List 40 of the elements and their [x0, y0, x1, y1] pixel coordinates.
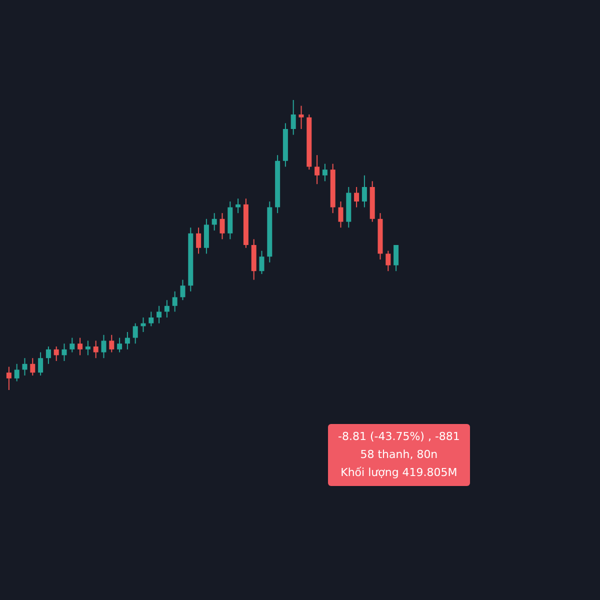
candlestick — [259, 250, 264, 274]
candlestick — [236, 198, 241, 214]
candlestick — [6, 366, 12, 390]
candlestick — [314, 154, 320, 185]
candlestick — [46, 346, 51, 364]
text: -8.81 (-43.75%) , -881 — [338, 429, 460, 445]
candlestick — [117, 337, 122, 353]
candlestick — [132, 322, 138, 344]
text: 58 thanh, 80n — [359, 447, 439, 463]
candlestick — [62, 343, 67, 362]
candlestick — [298, 105, 304, 130]
candlestick — [70, 337, 75, 353]
candlestick — [362, 174, 367, 208]
candlestick — [220, 212, 225, 240]
candlestick — [386, 250, 391, 272]
candlestick — [109, 334, 114, 353]
candlestick — [101, 334, 106, 359]
candlestick — [172, 290, 178, 312]
candlestick — [148, 311, 154, 327]
candlestick — [290, 100, 296, 136]
candlestick — [22, 358, 28, 376]
candlestick — [338, 201, 344, 228]
candlestick — [124, 332, 130, 350]
candlestick — [38, 352, 44, 376]
candlestick — [180, 279, 186, 301]
candlestick — [85, 340, 90, 356]
candlestick — [204, 218, 209, 254]
candlestick — [30, 358, 36, 376]
candlestick — [14, 363, 20, 382]
candlestick — [54, 346, 59, 362]
candlestick — [212, 212, 217, 231]
candlestick — [322, 163, 328, 182]
candlestick — [394, 244, 399, 272]
candlestick — [78, 337, 83, 356]
candlestick — [354, 186, 360, 208]
candlestick — [196, 227, 202, 254]
candlestick — [93, 340, 98, 359]
text: Khối lượng 419.805M — [340, 465, 458, 481]
candlestick — [164, 300, 170, 318]
candlestick — [156, 305, 162, 324]
